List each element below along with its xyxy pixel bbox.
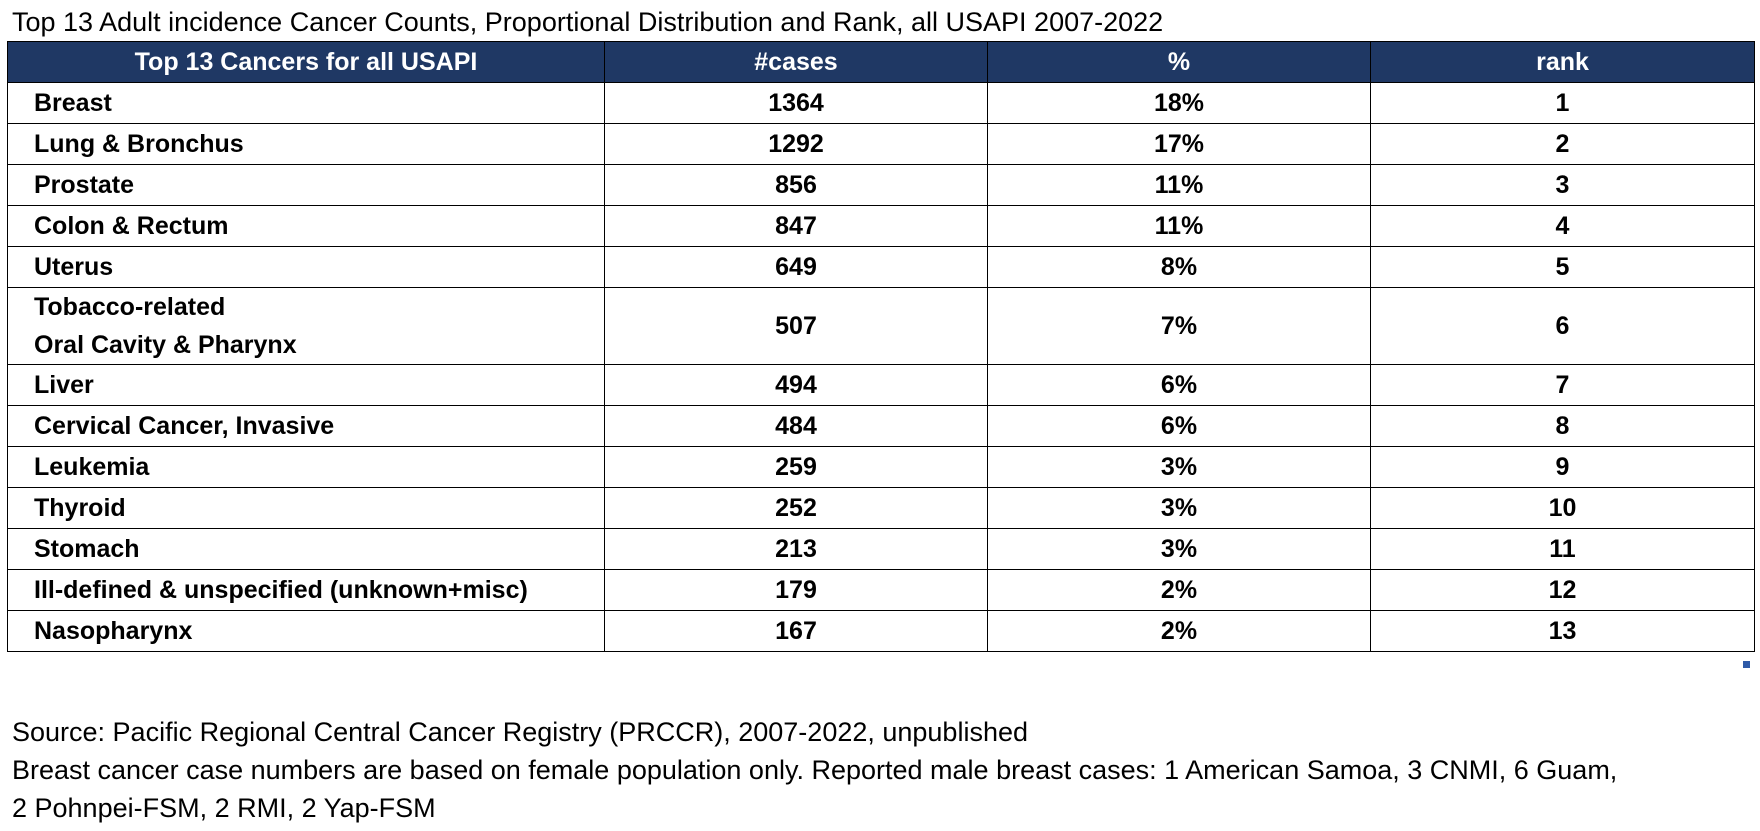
cancer-name-cell: Lung & Bronchus bbox=[7, 123, 605, 165]
percent-cell: 3% bbox=[987, 487, 1371, 529]
table-row: Prostate 856 11% 3 bbox=[7, 164, 1755, 206]
cases-cell: 484 bbox=[604, 405, 988, 447]
table-row: Leukemia 259 3% 9 bbox=[7, 446, 1755, 488]
cancer-name-line: Liver bbox=[34, 370, 94, 399]
cancer-name-line: Lung & Bronchus bbox=[34, 129, 244, 158]
cases-cell: 179 bbox=[604, 569, 988, 611]
cases-cell: 1364 bbox=[604, 82, 988, 124]
percent-cell: 3% bbox=[987, 446, 1371, 488]
table-row: Uterus 649 8% 5 bbox=[7, 246, 1755, 288]
cases-cell: 507 bbox=[604, 287, 988, 365]
header-cancer-type: Top 13 Cancers for all USAPI bbox=[7, 41, 605, 83]
cancer-name-cell: Cervical Cancer, Invasive bbox=[7, 405, 605, 447]
table-row: Cervical Cancer, Invasive 484 6% 8 bbox=[7, 405, 1755, 447]
percent-cell: 6% bbox=[987, 364, 1371, 406]
cases-cell: 494 bbox=[604, 364, 988, 406]
rank-cell: 4 bbox=[1370, 205, 1755, 247]
source-note: Source: Pacific Regional Central Cancer … bbox=[12, 717, 1028, 747]
cancer-name-cell: Liver bbox=[7, 364, 605, 406]
resize-handle-icon bbox=[1743, 661, 1750, 668]
percent-cell: 11% bbox=[987, 205, 1371, 247]
header-cases: #cases bbox=[604, 41, 988, 83]
cancer-name-cell: Colon & Rectum bbox=[7, 205, 605, 247]
percent-cell: 2% bbox=[987, 569, 1371, 611]
cancer-name-cell: Breast bbox=[7, 82, 605, 124]
cancer-name-cell: Tobacco-related Oral Cavity & Pharynx bbox=[7, 287, 605, 365]
cancer-name-cell: Ill-defined & unspecified (unknown+misc) bbox=[7, 569, 605, 611]
footnote-line-2: 2 Pohnpei-FSM, 2 RMI, 2 Yap-FSM bbox=[12, 793, 436, 823]
header-row: Top 13 Cancers for all USAPI #cases % ra… bbox=[7, 41, 1755, 83]
percent-cell: 3% bbox=[987, 528, 1371, 570]
cancer-name-line: Prostate bbox=[34, 170, 135, 199]
rank-cell: 11 bbox=[1370, 528, 1755, 570]
table-row: Nasopharynx 167 2% 13 bbox=[7, 610, 1755, 652]
rank-cell: 9 bbox=[1370, 446, 1755, 488]
cancer-name-cell: Uterus bbox=[7, 246, 605, 288]
rank-cell: 2 bbox=[1370, 123, 1755, 165]
rank-cell: 5 bbox=[1370, 246, 1755, 288]
rank-cell: 6 bbox=[1370, 287, 1755, 365]
table-body: Breast 1364 18% 1 Lung & Bronchus 1292 17% 2 Pro… bbox=[7, 82, 1755, 652]
header-rank: rank bbox=[1370, 41, 1755, 83]
table-row: Liver 494 6% 7 bbox=[7, 364, 1755, 406]
rank-cell: 3 bbox=[1370, 164, 1755, 206]
percent-cell: 8% bbox=[987, 246, 1371, 288]
cases-cell: 856 bbox=[604, 164, 988, 206]
percent-cell: 2% bbox=[987, 610, 1371, 652]
cancer-name-line: Stomach bbox=[34, 534, 140, 563]
table-row: Stomach 213 3% 11 bbox=[7, 528, 1755, 570]
percent-cell: 11% bbox=[987, 164, 1371, 206]
cancer-counts-table: Top 13 Cancers for all USAPI #cases % ra… bbox=[7, 41, 1755, 652]
table-row: Thyroid 252 3% 10 bbox=[7, 487, 1755, 529]
percent-cell: 18% bbox=[987, 82, 1371, 124]
cases-cell: 1292 bbox=[604, 123, 988, 165]
cases-cell: 649 bbox=[604, 246, 988, 288]
table-title: Top 13 Adult incidence Cancer Counts, Pr… bbox=[12, 7, 1164, 37]
cancer-name-cell: Thyroid bbox=[7, 487, 605, 529]
table-row: Lung & Bronchus 1292 17% 2 bbox=[7, 123, 1755, 165]
cancer-name-cell: Stomach bbox=[7, 528, 605, 570]
percent-cell: 7% bbox=[987, 287, 1371, 365]
cancer-name-cell: Nasopharynx bbox=[7, 610, 605, 652]
cancer-name-cell: Leukemia bbox=[7, 446, 605, 488]
cancer-name-line: Ill-defined & unspecified (unknown+misc) bbox=[34, 575, 528, 604]
percent-cell: 6% bbox=[987, 405, 1371, 447]
cases-cell: 213 bbox=[604, 528, 988, 570]
table-row: Ill-defined & unspecified (unknown+misc)… bbox=[7, 569, 1755, 611]
cancer-name-line: Breast bbox=[34, 88, 112, 117]
rank-cell: 13 bbox=[1370, 610, 1755, 652]
header-percent: % bbox=[987, 41, 1371, 83]
rank-cell: 12 bbox=[1370, 569, 1755, 611]
cancer-name-line: Thyroid bbox=[34, 493, 126, 522]
cancer-name-cell: Prostate bbox=[7, 164, 605, 206]
table-row: Colon & Rectum 847 11% 4 bbox=[7, 205, 1755, 247]
cancer-name-line: Tobacco-related bbox=[34, 293, 226, 321]
cancer-name-line: Leukemia bbox=[34, 452, 150, 481]
rank-cell: 10 bbox=[1370, 487, 1755, 529]
table-row: Tobacco-related Oral Cavity & Pharynx 507 7… bbox=[7, 287, 1755, 365]
cancer-name-line: Oral Cavity & Pharynx bbox=[34, 331, 297, 359]
cancer-name-line: Colon & Rectum bbox=[34, 211, 229, 240]
rank-cell: 1 bbox=[1370, 82, 1755, 124]
cases-cell: 252 bbox=[604, 487, 988, 529]
cases-cell: 259 bbox=[604, 446, 988, 488]
cases-cell: 167 bbox=[604, 610, 988, 652]
percent-cell: 17% bbox=[987, 123, 1371, 165]
rank-cell: 8 bbox=[1370, 405, 1755, 447]
cases-cell: 847 bbox=[604, 205, 988, 247]
rank-cell: 7 bbox=[1370, 364, 1755, 406]
cancer-name-line: Uterus bbox=[34, 252, 114, 281]
table-row: Breast 1364 18% 1 bbox=[7, 82, 1755, 124]
cancer-name-line: Cervical Cancer, Invasive bbox=[34, 411, 335, 440]
notes: Source: Pacific Regional Central Cancer … bbox=[12, 713, 1752, 827]
footnote-line-1: Breast cancer case numbers are based on … bbox=[12, 755, 1618, 785]
cancer-name-line: Nasopharynx bbox=[34, 616, 193, 645]
